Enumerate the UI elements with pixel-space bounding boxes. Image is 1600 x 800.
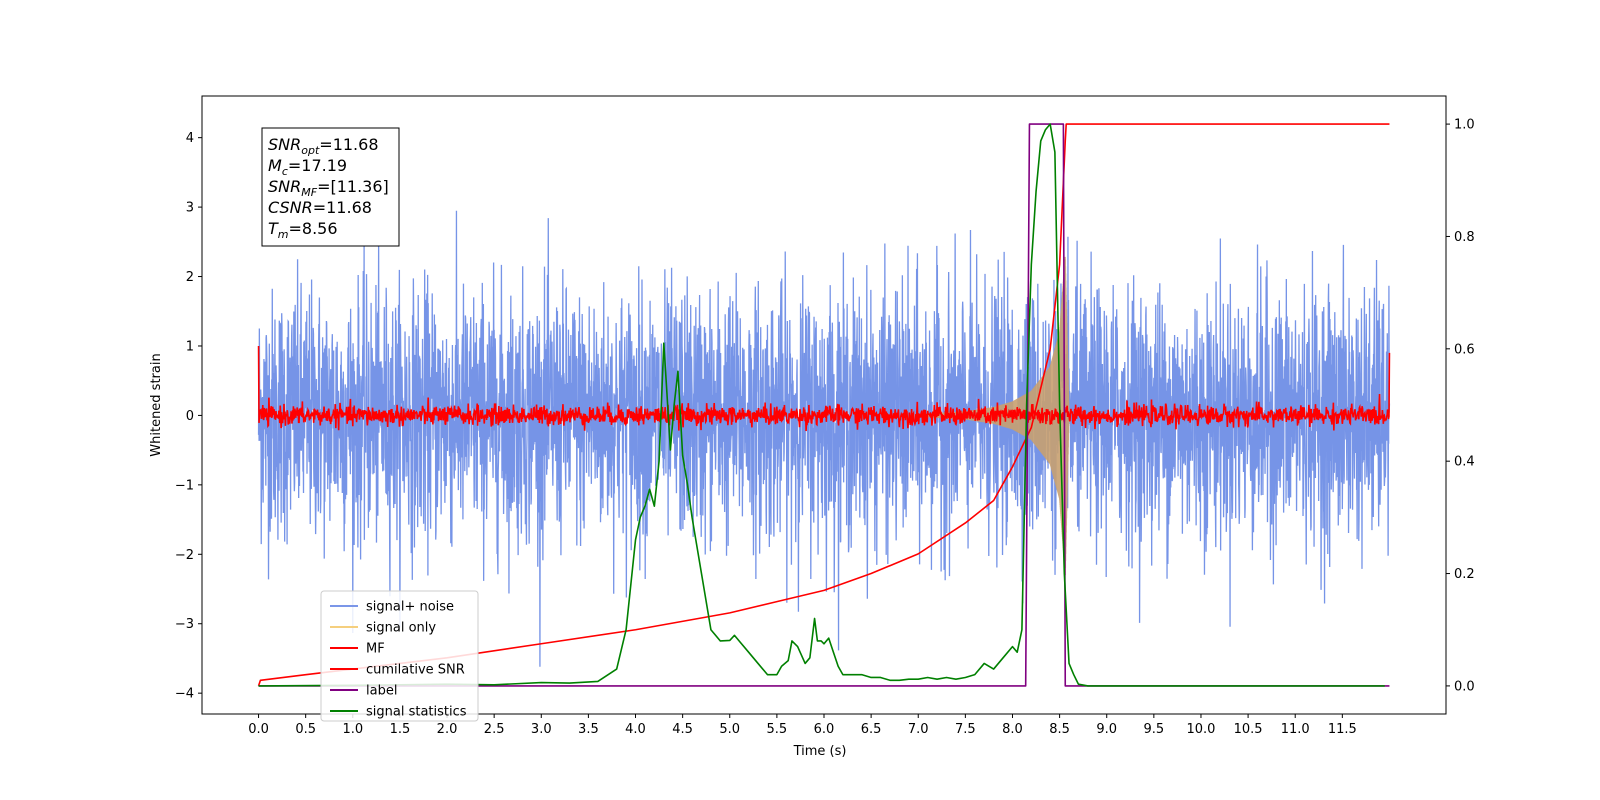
y-tick-label: 0 — [186, 409, 194, 424]
y2-tick-label: 0.0 — [1454, 679, 1475, 694]
series-signal-statistics — [258, 123, 1385, 687]
y-tick-label: −4 — [175, 687, 194, 702]
x-tick-label: 6.5 — [861, 722, 882, 737]
x-tick-label: 5.5 — [767, 722, 788, 737]
y2-tick-label: 0.8 — [1454, 230, 1475, 245]
x-tick-label: 6.0 — [814, 722, 835, 737]
legend-box — [320, 590, 479, 722]
stats-line: CSNR=11.68 — [268, 198, 372, 217]
y-axis-label: Whitened strain — [149, 353, 164, 456]
y2-tick-label: 0.4 — [1454, 455, 1475, 470]
y-tick-label: 1 — [186, 339, 194, 354]
legend-label: signal only — [366, 621, 436, 636]
x-tick-label: 10.5 — [1234, 722, 1263, 737]
x-tick-label: 8.0 — [1002, 722, 1023, 737]
y-tick-label: 3 — [186, 201, 194, 216]
x-tick-label: 1.5 — [390, 722, 411, 737]
legend-label: cumilative SNR — [366, 663, 465, 678]
x-tick-label: 7.0 — [908, 722, 929, 737]
legend-label: signal statistics — [366, 705, 467, 720]
stats-annotation-box — [261, 127, 400, 247]
y-tick-label: 2 — [186, 270, 194, 285]
x-tick-label: 0.0 — [248, 722, 269, 737]
stats-line: SNRopt=11.68 — [268, 135, 379, 157]
x-tick-label: 2.5 — [484, 722, 505, 737]
y-tick-label: −2 — [175, 548, 194, 563]
legend-label: MF — [366, 642, 385, 657]
stats-line: Mc=17.19 — [268, 156, 347, 178]
y-axis-right: 1.0 0.8 0.6 0.4 0.2 0.0 — [1446, 118, 1475, 694]
series-mf — [257, 345, 1391, 432]
legend: signal+ noise signal only MF cumilative SNR… — [320, 590, 479, 722]
y-tick-label: 4 — [186, 131, 194, 146]
x-tick-label: 5.0 — [719, 722, 740, 737]
x-tick-label: 0.5 — [295, 722, 316, 737]
y-tick-label: −3 — [175, 617, 194, 632]
y2-tick-label: 1.0 — [1454, 118, 1475, 133]
x-tick-label: 1.0 — [342, 722, 363, 737]
x-tick-label: 11.5 — [1328, 722, 1357, 737]
x-tick-label: 3.5 — [578, 722, 599, 737]
x-tick-label: 3.0 — [531, 722, 552, 737]
x-tick-label: 4.0 — [625, 722, 646, 737]
stats-line: SNRMF=[11.36] — [268, 177, 389, 199]
legend-label: label — [366, 684, 397, 699]
x-tick-label: 2.0 — [437, 722, 458, 737]
x-axis-label: Time (s) — [793, 744, 847, 759]
x-tick-label: 9.5 — [1144, 722, 1165, 737]
y2-tick-label: 0.2 — [1454, 567, 1475, 582]
stats-line: Tm=8.56 — [268, 219, 338, 241]
y-tick-label: −1 — [175, 478, 194, 493]
legend-label: signal+ noise — [366, 600, 454, 615]
x-tick-label: 9.0 — [1096, 722, 1117, 737]
x-tick-label: 7.5 — [955, 722, 976, 737]
y2-tick-label: 0.6 — [1454, 342, 1475, 357]
stats-annotation: SNRopt=11.68Mc=17.19SNRMF=[11.36]CSNR=11… — [261, 127, 400, 247]
y-axis-left: 4 3 2 1 0 −1 −2 −3 −4 — [175, 131, 202, 702]
x-tick-label: 8.5 — [1049, 722, 1070, 737]
x-tick-label: 11.0 — [1281, 722, 1310, 737]
x-tick-label: 4.5 — [672, 722, 693, 737]
x-tick-label: 10.0 — [1186, 722, 1215, 737]
x-axis: 0.0 0.5 1.0 1.5 2.0 2.5 3.0 3.5 4.0 4.5 5.0 5.5 6.0 6… — [248, 714, 1357, 737]
